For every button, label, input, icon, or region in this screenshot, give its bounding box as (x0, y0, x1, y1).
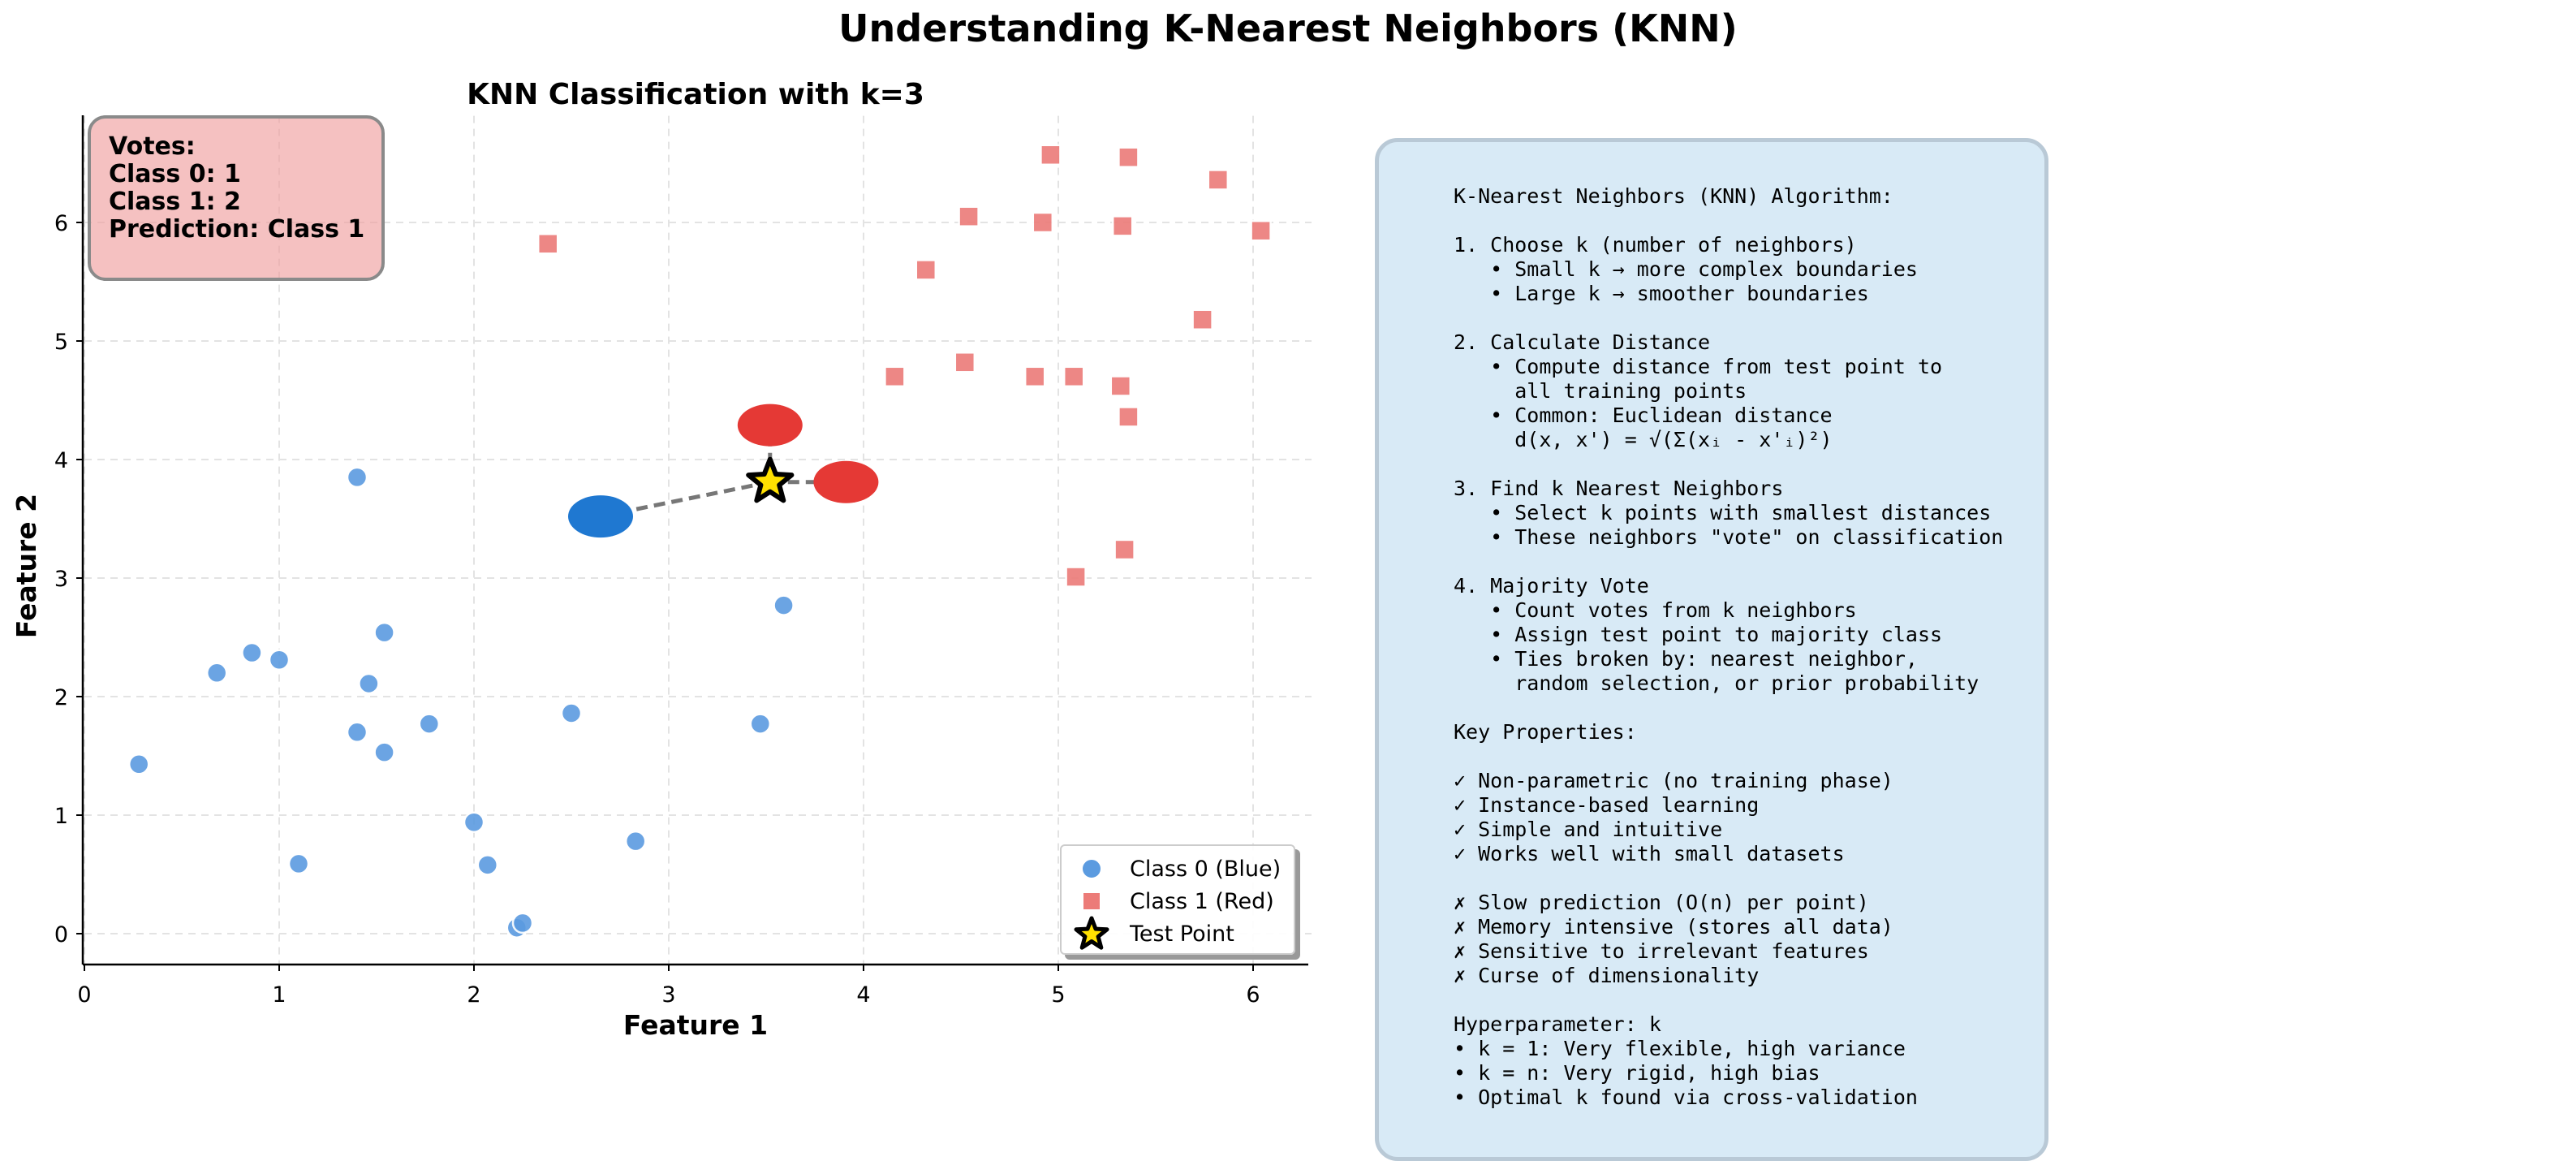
class0-point (287, 852, 310, 875)
class1-point (1023, 365, 1046, 388)
class1-point (1111, 215, 1134, 237)
figure-title: Understanding K-Nearest Neighbors (KNN) (838, 6, 1738, 50)
legend-item-class1: Class 1 (Red) (1071, 885, 1284, 917)
legend-label-test: Test Point (1130, 921, 1234, 947)
square-marker-icon (1071, 885, 1112, 917)
x-axis-label: Feature 1 (623, 1009, 768, 1041)
votes-box: Votes: Class 0: 1 Class 1: 2 Prediction:… (88, 115, 385, 281)
class0-point (358, 672, 380, 695)
class1-point (1062, 365, 1085, 388)
star-marker-icon (1071, 916, 1112, 950)
class1-point (1118, 406, 1139, 428)
class1-point (1040, 144, 1062, 166)
legend-item-test: Test Point (1071, 916, 1284, 950)
y-tick-label: 4 (54, 448, 68, 473)
y-axis-label: Feature 2 (11, 494, 42, 638)
votes-class1: Class 1: 2 (109, 188, 241, 216)
class0-point (749, 713, 772, 735)
class1-point (958, 205, 980, 227)
class1-point (1109, 375, 1132, 397)
class0-point (373, 621, 395, 644)
class0-point (205, 662, 228, 684)
class1-point (915, 259, 937, 281)
legend-label-class1: Class 1 (Red) (1130, 888, 1274, 914)
algorithm-info-text: K-Nearest Neighbors (KNN) Algorithm: 1. … (1454, 184, 2004, 1109)
x-tick-label: 0 (77, 982, 91, 1008)
class0-point (418, 713, 441, 735)
y-tick-label: 2 (54, 685, 68, 710)
class0-point (624, 830, 647, 852)
x-tick-label: 6 (1246, 982, 1260, 1008)
class1-point (1065, 566, 1087, 588)
class0-point (346, 721, 368, 744)
class1-point (1118, 146, 1139, 168)
class1-point (536, 233, 559, 255)
y-tick-label: 1 (54, 804, 68, 829)
x-tick-label: 3 (661, 982, 675, 1008)
x-tick-label: 1 (272, 982, 286, 1008)
class0-point (476, 854, 499, 876)
y-tick-label: 6 (54, 211, 68, 236)
y-tick-label: 3 (54, 567, 68, 592)
data-points (127, 144, 1272, 939)
class0-point (463, 811, 485, 834)
neighbor-class1-marker (737, 404, 803, 447)
legend-item-class0: Class 0 (Blue) (1071, 852, 1284, 885)
class1-point (884, 365, 906, 388)
plot-title: KNN Classification with k=3 (467, 78, 924, 111)
algorithm-info-panel: K-Nearest Neighbors (KNN) Algorithm: 1. … (1375, 138, 2048, 1161)
class0-point (773, 594, 795, 616)
class0-point (127, 753, 150, 775)
class0-point (346, 466, 368, 489)
votes-prediction: Prediction: Class 1 (109, 215, 365, 244)
neighbor-markers (568, 404, 879, 538)
y-tick-label: 5 (54, 330, 68, 355)
y-tick-label: 0 (54, 922, 68, 947)
grid (84, 115, 1312, 967)
axes (81, 115, 1308, 966)
ticks: 0 1 2 3 4 5 6 0 1 2 3 4 5 6 (54, 211, 1260, 1008)
circle-marker-icon (1071, 852, 1112, 885)
test-point-star-icon (746, 456, 795, 503)
x-tick-label: 5 (1051, 982, 1065, 1008)
legend: Class 0 (Blue) Class 1 (Red) Test Point (1060, 844, 1295, 955)
class1-point (954, 352, 976, 373)
votes-heading: Votes: (109, 132, 196, 161)
neighbor-class1-marker (813, 460, 879, 503)
class0-point (373, 741, 395, 763)
class0-point (511, 912, 534, 934)
class0-point (241, 641, 263, 664)
class1-point (1207, 169, 1230, 191)
class0-point (560, 702, 583, 724)
class0-point (268, 649, 291, 671)
x-tick-label: 2 (467, 982, 480, 1008)
x-tick-label: 4 (856, 982, 870, 1008)
class1-point (1114, 538, 1135, 561)
class1-point (1032, 211, 1054, 234)
legend-label-class0: Class 0 (Blue) (1130, 856, 1282, 882)
neighbor-class0-marker (568, 495, 633, 538)
class1-point (1191, 309, 1213, 330)
votes-class0: Class 0: 1 (109, 160, 241, 188)
class1-point (1250, 219, 1272, 242)
